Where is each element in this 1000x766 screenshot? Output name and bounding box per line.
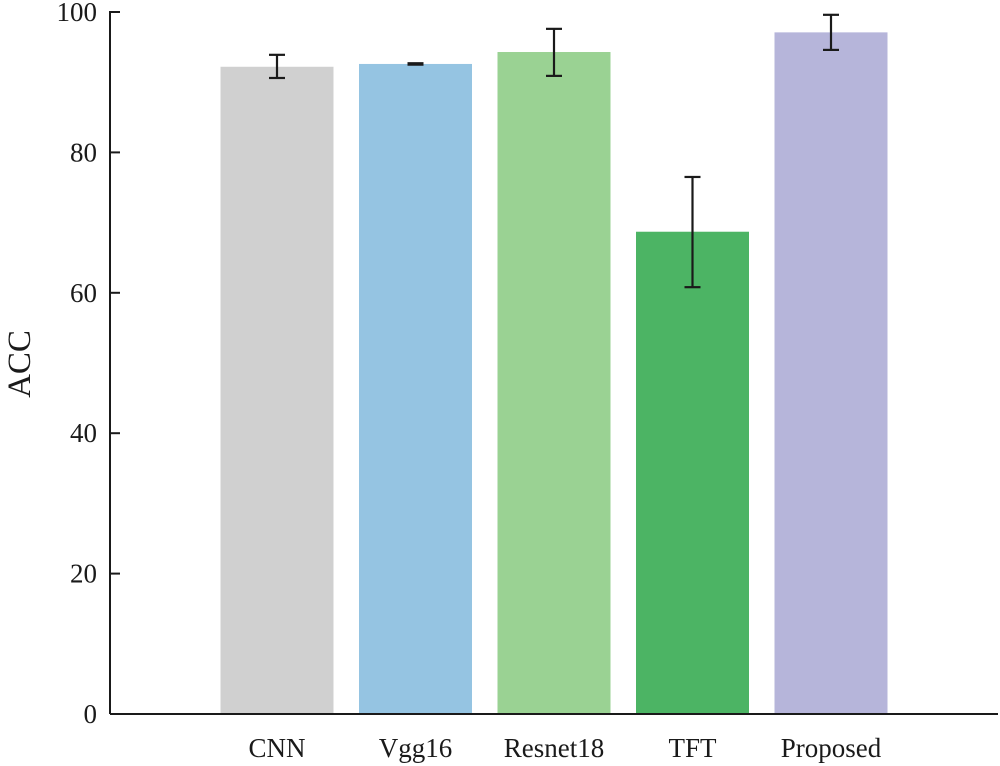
y-tick-label: 80 <box>70 137 97 167</box>
x-tick-label: CNN <box>248 733 305 763</box>
bar-resnet18 <box>497 52 611 715</box>
x-tick-label: Vgg16 <box>379 733 453 763</box>
x-tick-label: Proposed <box>781 733 882 763</box>
error-bars-group <box>269 13 839 289</box>
bar-tft <box>636 231 749 714</box>
x-axis: CNN Vgg16 Resnet18 TFT Proposed <box>110 713 998 763</box>
bar-vgg16 <box>359 63 472 715</box>
y-tick-label: 40 <box>70 418 97 448</box>
y-tick-label: 0 <box>84 699 98 729</box>
y-tick-label: 20 <box>70 559 97 589</box>
x-tick-label: Resnet18 <box>504 733 605 763</box>
bar-proposed <box>774 32 888 714</box>
y-axis: 0 20 40 60 80 100 <box>57 0 120 729</box>
y-tick-label: 60 <box>70 278 97 308</box>
y-axis-title: ACC <box>2 330 38 398</box>
x-tick-label: TFT <box>668 733 717 763</box>
bar-cnn <box>220 66 334 715</box>
bars-group <box>220 32 888 715</box>
y-tick-label: 100 <box>57 0 98 27</box>
